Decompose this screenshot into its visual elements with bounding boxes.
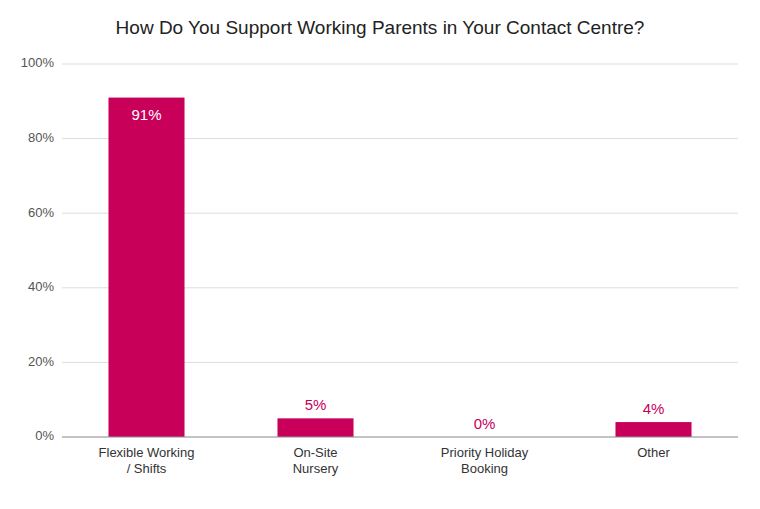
x-tick-label-line: Priority Holiday	[441, 445, 529, 460]
grid	[62, 64, 738, 437]
chart-container: How Do You Support Working Parents in Yo…	[0, 0, 760, 509]
grid-line	[62, 437, 738, 438]
grid-line	[62, 64, 738, 65]
y-tick-label: 0%	[35, 428, 54, 443]
x-tick-label-line: On-Site	[293, 445, 337, 460]
y-axis: 0% 20% 40% 60% 80% 100%	[21, 55, 55, 443]
title: How Do You Support Working Parents in Yo…	[116, 17, 645, 38]
y-tick-label: 40%	[28, 279, 54, 294]
y-tick-label: 100%	[21, 55, 55, 70]
chart-svg: How Do You Support Working Parents in Yo…	[0, 0, 760, 509]
bars	[108, 98, 691, 437]
x-tick-label-line: Booking	[461, 461, 508, 476]
y-tick-label: 60%	[28, 205, 54, 220]
data-label: 5%	[305, 396, 327, 413]
data-label: 0%	[474, 415, 496, 432]
bar	[108, 98, 184, 437]
x-axis-line	[62, 437, 738, 438]
x-tick-label-line: / Shifts	[127, 461, 167, 476]
bar	[615, 422, 691, 437]
data-label: 4%	[643, 400, 665, 417]
x-tick-label: Priority HolidayBooking	[441, 445, 529, 476]
data-labels: 91% 5% 0% 4%	[131, 106, 664, 432]
x-tick-label-line: Nursery	[293, 461, 339, 476]
x-tick-label-line: Other	[637, 445, 670, 460]
data-label: 91%	[131, 106, 161, 123]
x-tick-label-line: Flexible Working	[99, 445, 195, 460]
x-tick-label: On-SiteNursery	[293, 445, 339, 476]
bar	[277, 418, 353, 437]
x-axis: Flexible Working/ Shifts On-SiteNursery Pr…	[99, 445, 671, 476]
x-tick-label: Other	[637, 445, 670, 460]
x-tick-label: Flexible Working/ Shifts	[99, 445, 195, 476]
y-tick-label: 20%	[28, 354, 54, 369]
y-tick-label: 80%	[28, 130, 54, 145]
